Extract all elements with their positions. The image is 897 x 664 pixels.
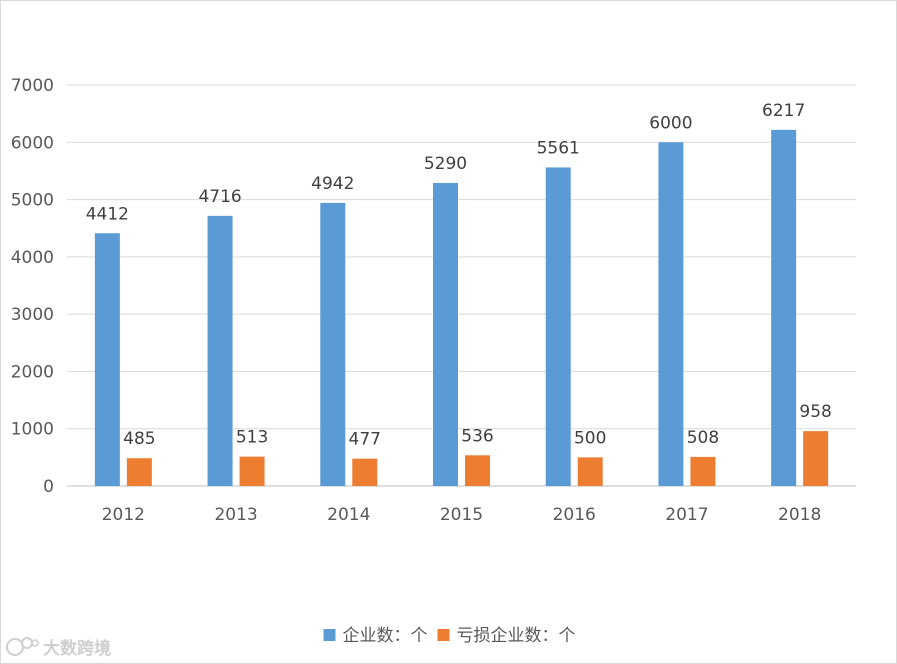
x-tick-label: 2015 xyxy=(440,505,483,525)
x-tick-label: 2014 xyxy=(327,505,370,525)
data-label-loss-enterprises: 500 xyxy=(574,428,606,448)
y-axis: 0 1000 2000 3000 4000 5000 6000 7000 xyxy=(11,76,54,497)
bar-loss-enterprises xyxy=(690,456,716,486)
bar-enterprises xyxy=(658,142,684,487)
gridlines xyxy=(67,84,856,487)
data-label-loss-enterprises: 485 xyxy=(123,429,155,449)
y-tick-label: 6000 xyxy=(11,133,54,153)
bar-enterprises xyxy=(433,182,458,487)
watermark-logo-icon xyxy=(6,637,39,656)
x-tick-label: 2012 xyxy=(102,505,145,525)
legend-label: 亏损企业数：个 xyxy=(457,626,576,646)
watermark-text: 大数跨境 xyxy=(43,638,111,659)
bar-loss-enterprises xyxy=(126,458,152,486)
y-tick-label: 7000 xyxy=(11,76,54,96)
data-label-loss-enterprises: 536 xyxy=(461,426,493,446)
legend-item-enterprises: 企业数：个 xyxy=(323,626,428,646)
x-tick-label: 2017 xyxy=(665,505,708,525)
bar-loss-enterprises xyxy=(577,457,603,486)
watermark: 大数跨境 xyxy=(6,637,111,659)
bar-enterprises xyxy=(545,167,571,486)
bar-loss-enterprises xyxy=(239,456,265,486)
data-label-loss-enterprises: 513 xyxy=(236,428,268,448)
bar-loss-enterprises xyxy=(803,431,829,486)
y-tick-label: 0 xyxy=(43,477,54,497)
bar-loss-enterprises xyxy=(352,458,378,486)
x-axis: 2012 2013 2014 2015 2016 2017 2018 xyxy=(102,505,822,525)
data-label-enterprises: 5290 xyxy=(424,154,467,174)
data-label-enterprises: 6217 xyxy=(762,101,805,121)
x-tick-label: 2013 xyxy=(214,505,257,525)
bar-enterprises xyxy=(320,202,346,487)
data-label-loss-enterprises: 508 xyxy=(687,428,719,448)
legend-swatch xyxy=(323,629,336,641)
y-tick-label: 2000 xyxy=(11,362,54,382)
bar-loss-enterprises xyxy=(465,455,490,486)
data-label-enterprises: 4716 xyxy=(198,187,241,207)
x-tick-label: 2016 xyxy=(553,505,596,525)
y-tick-label: 4000 xyxy=(11,248,54,268)
data-label-enterprises: 5561 xyxy=(537,138,580,158)
legend-swatch xyxy=(437,629,450,641)
y-tick-label: 5000 xyxy=(11,191,54,211)
bar-enterprises xyxy=(771,129,797,486)
bar-enterprises xyxy=(207,215,233,486)
y-tick-label: 3000 xyxy=(11,305,54,325)
legend-item-loss-enterprises: 亏损企业数：个 xyxy=(437,626,576,646)
data-label-loss-enterprises: 958 xyxy=(799,402,831,422)
data-label-enterprises: 6000 xyxy=(649,113,692,133)
legend-label: 企业数：个 xyxy=(343,626,428,646)
legend: 企业数：个 亏损企业数：个 xyxy=(323,626,576,646)
bars xyxy=(94,129,829,487)
data-label-enterprises: 4942 xyxy=(311,174,354,194)
data-label-enterprises: 4412 xyxy=(86,204,129,224)
data-label-loss-enterprises: 477 xyxy=(349,430,381,450)
y-tick-label: 1000 xyxy=(11,420,54,440)
x-tick-label: 2018 xyxy=(778,505,821,525)
data-labels: 4412 485 4716 513 4942 477 5290 536 5561 500 6000 5… xyxy=(86,101,832,450)
bar-enterprises xyxy=(94,233,120,486)
